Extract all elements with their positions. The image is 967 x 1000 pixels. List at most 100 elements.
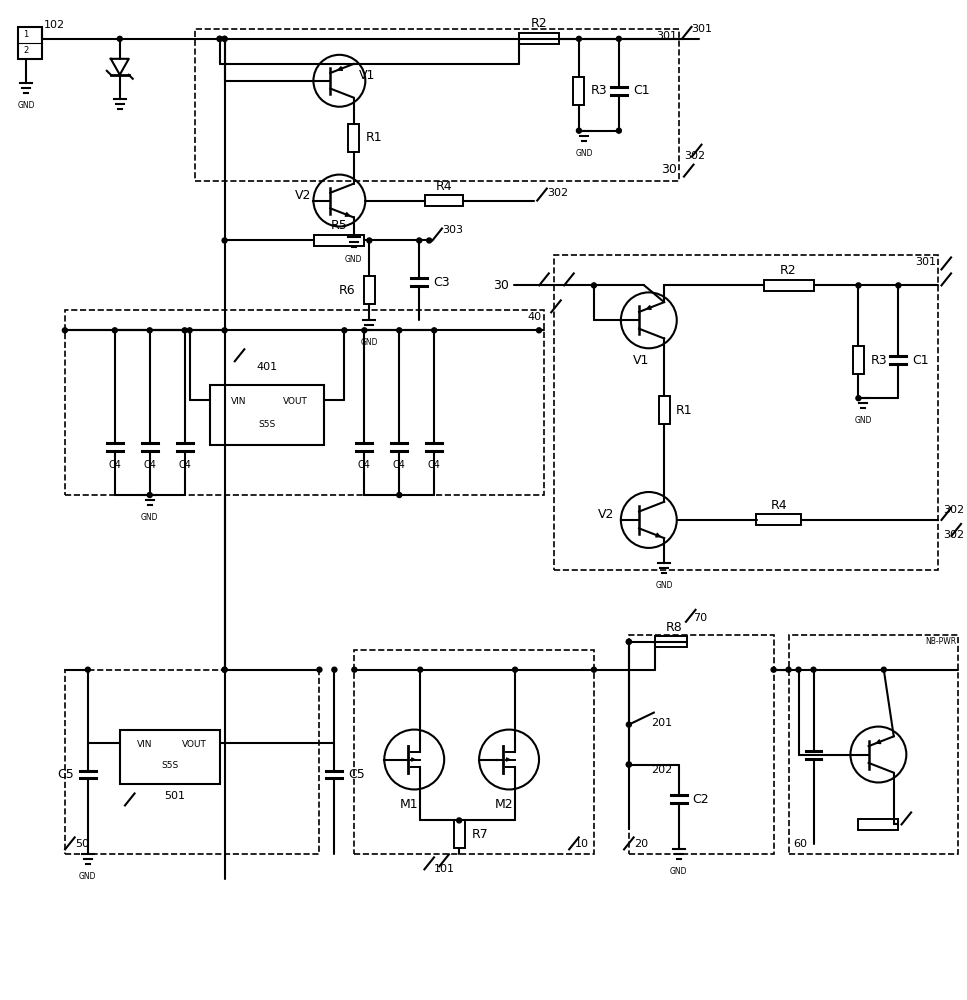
Circle shape [627,639,631,644]
Bar [573,77,584,105]
Circle shape [456,818,461,823]
Bar [65,310,544,495]
Circle shape [222,238,227,243]
Circle shape [426,238,431,243]
Circle shape [811,667,816,672]
Text: R8: R8 [666,621,683,634]
Text: 301: 301 [916,257,936,267]
Text: 302: 302 [943,505,964,515]
Text: S5S: S5S [258,420,276,429]
Text: VOUT: VOUT [283,397,308,406]
Circle shape [396,493,401,498]
Text: C4: C4 [143,460,156,470]
Circle shape [592,283,597,288]
Bar [194,29,679,181]
Circle shape [218,36,222,41]
Text: C2: C2 [692,793,710,806]
Text: R3: R3 [591,84,607,97]
Circle shape [366,238,372,243]
Text: C4: C4 [358,460,370,470]
Circle shape [627,762,631,767]
Text: M2: M2 [495,798,513,811]
Bar [519,33,559,44]
Bar [788,635,958,854]
Text: GND: GND [141,513,159,522]
Bar [655,636,687,647]
Text: VOUT: VOUT [182,740,207,749]
Text: R1: R1 [366,131,382,144]
Text: V1: V1 [360,69,376,82]
Circle shape [362,328,366,333]
Text: 40: 40 [528,312,542,322]
Circle shape [222,328,227,333]
Circle shape [222,667,227,672]
Bar [210,385,324,445]
Text: C3: C3 [433,276,450,289]
Bar [859,819,898,830]
Circle shape [627,639,631,644]
Text: 30: 30 [660,163,677,176]
Circle shape [627,722,631,727]
Text: GND: GND [670,867,688,876]
Circle shape [188,328,192,333]
Text: GND: GND [855,416,872,425]
Text: 302: 302 [943,530,964,540]
Circle shape [576,128,581,133]
Text: GND: GND [79,872,97,881]
Circle shape [856,283,861,288]
Bar [756,514,801,525]
Text: S5S: S5S [161,761,178,770]
Text: C4: C4 [178,460,191,470]
Text: C1: C1 [632,84,650,97]
Bar [454,820,465,848]
Text: VIN: VIN [230,397,246,406]
Text: R4: R4 [436,180,453,193]
Text: R7: R7 [472,828,489,841]
Circle shape [317,667,322,672]
Bar [764,280,813,291]
Text: C4: C4 [427,460,441,470]
Bar [354,650,594,854]
Circle shape [396,328,401,333]
Bar [659,396,670,424]
Bar [629,635,774,854]
Text: 302: 302 [547,188,569,198]
Text: R3: R3 [870,354,887,367]
Text: C4: C4 [108,460,121,470]
Bar [314,235,365,246]
Bar [554,255,938,570]
Circle shape [417,238,422,243]
Circle shape [771,667,777,672]
Text: R4: R4 [771,499,787,512]
Bar [425,195,463,206]
Text: 20: 20 [633,839,648,849]
Text: GND: GND [17,101,35,110]
Circle shape [592,667,597,672]
Bar [348,124,359,152]
Circle shape [222,667,227,672]
Text: 102: 102 [44,20,65,30]
Text: C5: C5 [348,768,366,781]
Circle shape [616,128,622,133]
Text: GND: GND [361,338,378,347]
Circle shape [513,667,517,672]
Text: 2: 2 [23,46,29,55]
Circle shape [222,36,227,41]
Circle shape [895,283,901,288]
Text: 401: 401 [256,362,278,372]
Circle shape [881,667,887,672]
Circle shape [112,328,117,333]
Bar [18,27,42,59]
Circle shape [218,36,222,41]
Circle shape [182,328,188,333]
Text: C1: C1 [912,354,929,367]
Text: NB-PWR: NB-PWR [925,637,956,646]
Text: 1: 1 [23,30,29,39]
Circle shape [786,667,791,672]
Text: 30: 30 [493,279,509,292]
Text: 202: 202 [651,765,672,775]
Text: R2: R2 [780,264,797,277]
Text: 10: 10 [575,839,589,849]
Text: R6: R6 [338,284,355,297]
Text: V1: V1 [632,354,649,367]
